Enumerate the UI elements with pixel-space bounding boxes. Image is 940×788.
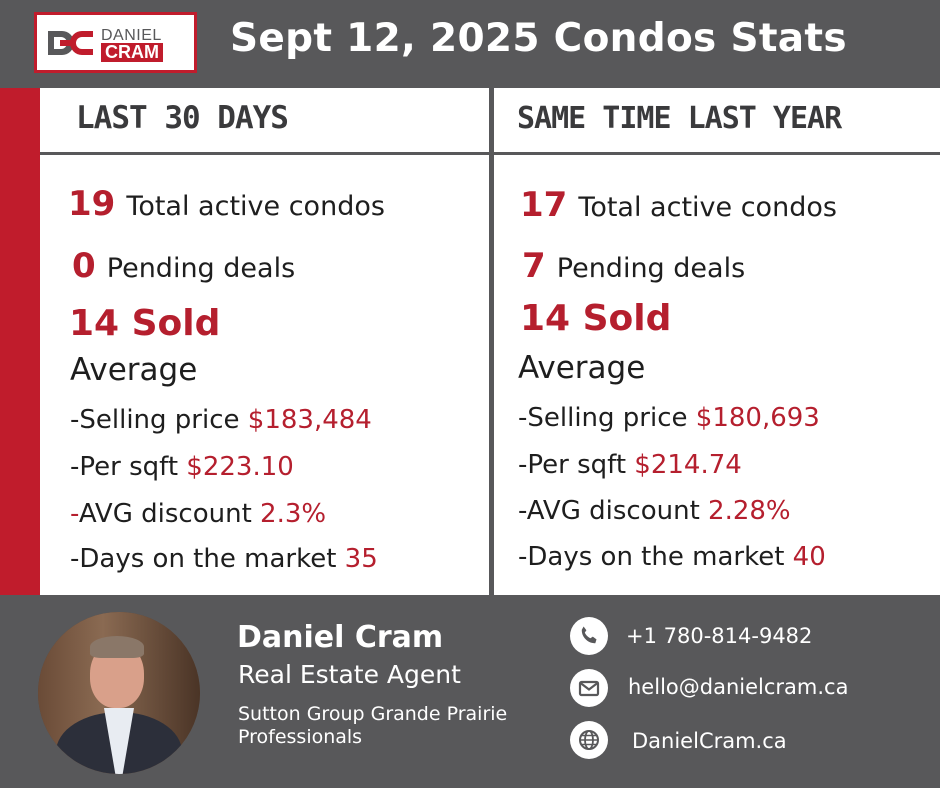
right-column-heading: SAME TIME LAST YEAR [517,101,842,136]
envelope-icon [570,669,608,707]
left-avg-discount-dash: - [70,499,79,529]
left-avg-discount-label: AVG discount [78,499,261,529]
right-heading-rule [494,152,940,155]
right-active-number: 17 [520,185,568,225]
left-sold-count: 14 Sold [69,303,221,344]
logo: DANIEL CRAM [34,12,197,73]
right-active-label: Total active condos [578,192,837,223]
left-average-label: Average [70,352,198,388]
right-avg-discount-value: 2.28% [708,496,791,526]
left-active-label: Total active condos [126,191,385,222]
left-active-number: 19 [68,184,116,224]
right-days-value: 40 [792,542,826,572]
agent-photo [38,612,200,774]
left-per-sqft-label: -Per sqft [70,452,187,482]
logo-text-daniel: DANIEL [101,27,162,44]
right-days-label: -Days on the market [518,542,793,572]
right-sold-count: 14 Sold [520,298,672,339]
left-pending-number: 0 [72,246,96,286]
left-selling-price-label: -Selling price [70,405,248,435]
agent-name: Daniel Cram [237,620,444,655]
left-days-on-market: -Days on the market 35 [70,544,378,574]
right-selling-price-label: -Selling price [518,403,696,433]
logo-mark-icon [48,31,93,55]
left-active-stat: 19 Total active condos [68,184,385,224]
right-active-stat: 17 Total active condos [520,185,837,225]
left-pending-stat: 0 Pending deals [72,246,295,286]
page-title: Sept 12, 2025 Condos Stats [230,16,847,61]
right-selling-price: -Selling price $180,693 [518,403,820,433]
logo-text-cram: CRAM [101,43,163,62]
agent-company: Sutton Group Grande Prairie Professional… [238,703,508,748]
column-divider [489,88,494,595]
left-selling-price-value: $183,484 [247,405,372,435]
accent-bar [0,88,40,595]
right-average-label: Average [518,350,646,386]
right-pending-number: 7 [522,246,546,286]
agent-role: Real Estate Agent [238,660,461,689]
globe-icon [570,721,608,759]
right-pending-label: Pending deals [556,253,746,284]
right-avg-discount-label: -AVG discount [518,496,709,526]
left-days-label: -Days on the market [70,544,345,574]
email-address[interactable]: hello@danielcram.ca [628,675,849,699]
right-per-sqft-label: -Per sqft [518,450,635,480]
right-per-sqft: -Per sqft $214.74 [518,450,742,480]
left-pending-label: Pending deals [106,253,296,284]
left-avg-discount: -AVG discount 2.3% [70,499,326,529]
right-days-on-market: -Days on the market 40 [518,542,826,572]
left-per-sqft: -Per sqft $223.10 [70,452,294,482]
website-link[interactable]: DanielCram.ca [632,729,787,753]
phone-icon [570,617,608,655]
left-column-heading: LAST 30 DAYS [76,100,289,136]
left-days-value: 35 [344,544,378,574]
right-pending-stat: 7 Pending deals [522,246,745,286]
right-avg-discount: -AVG discount 2.28% [518,496,791,526]
left-heading-rule [40,152,489,155]
right-selling-price-value: $180,693 [695,403,820,433]
left-per-sqft-value: $223.10 [186,452,294,482]
left-selling-price: -Selling price $183,484 [70,405,372,435]
right-per-sqft-value: $214.74 [634,450,742,480]
phone-number[interactable]: +1 780-814-9482 [626,624,813,648]
left-avg-discount-value: 2.3% [260,499,327,529]
